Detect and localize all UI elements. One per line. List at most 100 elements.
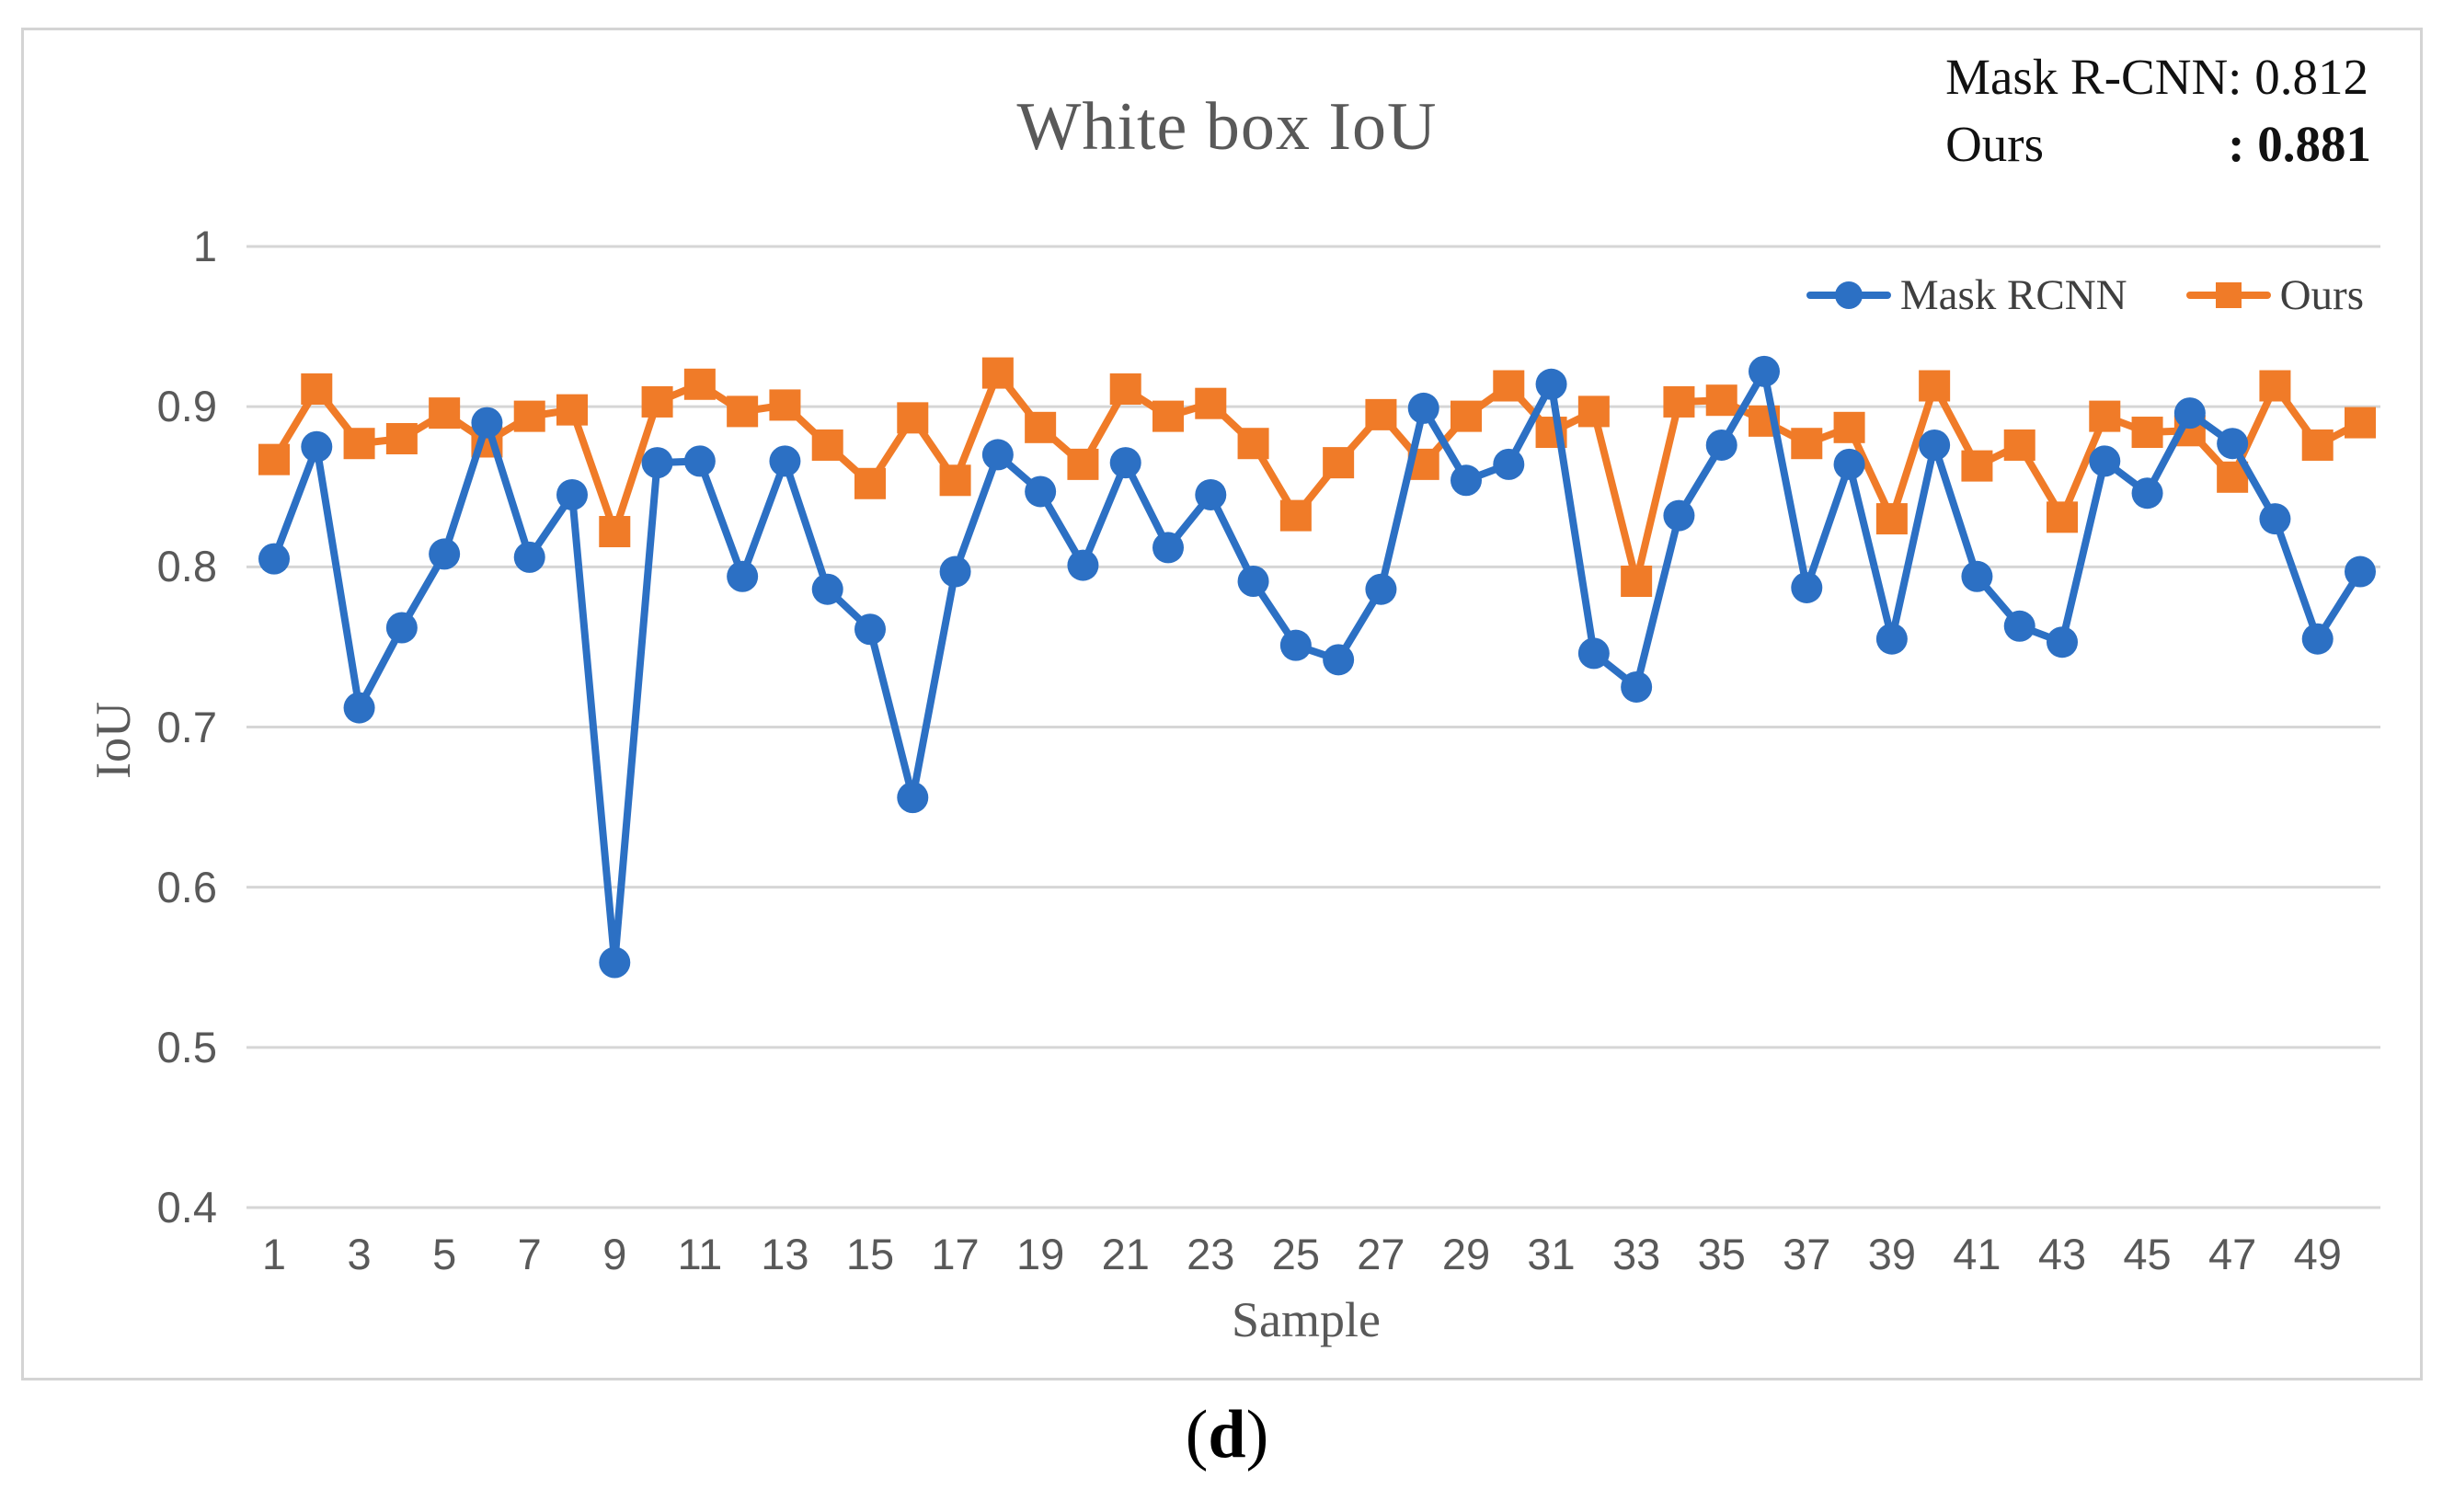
data-point-marker (1237, 566, 1269, 598)
x-tick-label: 5 (432, 1230, 457, 1278)
data-point-marker (1067, 448, 1099, 480)
x-tick-label: 17 (931, 1230, 980, 1278)
data-point-marker (1067, 549, 1099, 581)
annotation-label-ours: Ours (1945, 116, 2045, 172)
legend-label-mask-rcnn: Mask RCNN (1899, 271, 2127, 319)
data-point-marker (727, 395, 759, 428)
data-point-marker (1663, 385, 1695, 418)
ours-line-square-marker-icon (2185, 277, 2271, 314)
y-tick-label: 0.5 (156, 1022, 217, 1071)
x-axis-title: Sample (1232, 1292, 1381, 1347)
data-point-marker (2259, 503, 2291, 535)
data-point-marker (1407, 392, 1439, 424)
data-point-marker (1535, 368, 1567, 400)
x-tick-label: 21 (1101, 1230, 1150, 1278)
x-tick-label: 11 (677, 1230, 723, 1278)
legend-item-mask-rcnn: Mask RCNN (1806, 270, 2127, 320)
x-tick-label: 7 (517, 1230, 542, 1278)
y-tick-label: 0.6 (156, 862, 217, 911)
x-tick-label: 35 (1697, 1230, 1746, 1278)
x-tick-label: 47 (2208, 1230, 2257, 1278)
data-point-marker (258, 443, 290, 475)
x-tick-label: 23 (1187, 1230, 1235, 1278)
x-tick-label: 41 (1953, 1230, 2001, 1278)
data-point-marker (1833, 448, 1865, 480)
caption-letter: d (1208, 1397, 1246, 1472)
chart-frame (21, 28, 2423, 1380)
data-point-marker (1279, 629, 1312, 661)
data-point-marker (1493, 448, 1525, 480)
data-point-marker (2301, 623, 2334, 655)
data-point-marker (854, 467, 886, 499)
data-point-marker (897, 782, 929, 814)
x-tick-label: 43 (2037, 1230, 2087, 1278)
data-point-marker (1577, 637, 1610, 670)
data-point-marker (1621, 670, 1653, 703)
legend: Mask RCNN Ours (1806, 270, 2364, 320)
data-point-marker (1323, 644, 1355, 676)
data-point-marker (683, 445, 716, 477)
data-point-marker (385, 423, 418, 454)
data-point-marker (2003, 429, 2035, 461)
data-point-marker (981, 439, 1014, 471)
data-point-marker (2089, 445, 2121, 477)
x-tick-label: 19 (1016, 1230, 1065, 1278)
data-point-marker (513, 541, 545, 573)
data-point-marker (2047, 501, 2078, 533)
data-point-marker (513, 400, 545, 432)
y-tick-label: 0.8 (156, 542, 217, 591)
data-point-marker (683, 368, 716, 400)
chart-title: White box IoU (1016, 89, 1438, 165)
x-tick-label: 33 (1612, 1230, 1661, 1278)
data-point-marker (1365, 398, 1397, 430)
data-point-marker (1025, 475, 1057, 508)
legend-item-ours: Ours (2185, 270, 2364, 320)
data-point-marker (727, 560, 759, 592)
data-point-marker (1705, 384, 1737, 417)
data-point-marker (811, 429, 843, 461)
data-point-marker (1749, 355, 1780, 387)
x-tick-label: 3 (347, 1230, 372, 1278)
x-tick-label: 29 (1441, 1230, 1491, 1278)
data-point-marker (343, 692, 375, 724)
x-tick-label: 13 (761, 1230, 809, 1278)
data-point-marker (2259, 370, 2291, 402)
data-point-marker (556, 478, 588, 510)
data-point-marker (1961, 450, 1993, 482)
annotation-value-mask-rcnn: : 0.812 (2228, 49, 2368, 105)
x-tick-label: 1 (261, 1230, 287, 1278)
data-point-marker (854, 613, 886, 646)
data-point-marker (1919, 429, 1951, 461)
data-point-marker (301, 430, 333, 463)
data-point-marker (981, 357, 1014, 389)
x-tick-label: 31 (1527, 1230, 1576, 1278)
data-point-marker (471, 407, 503, 439)
data-point-marker (769, 445, 801, 477)
data-point-marker (1451, 464, 1482, 497)
y-tick-label: 1 (192, 222, 217, 270)
data-point-marker (2301, 429, 2334, 461)
data-point-marker (1791, 571, 1823, 603)
x-tick-label: 15 (845, 1230, 895, 1278)
data-point-marker (1195, 478, 1227, 510)
x-tick-label: 39 (1867, 1230, 1916, 1278)
data-point-marker (2047, 626, 2078, 659)
data-point-marker (429, 397, 461, 430)
data-point-marker (343, 428, 375, 460)
mask-rcnn-line-circle-marker-icon (1806, 277, 1891, 314)
data-point-marker (1875, 503, 1908, 535)
data-point-marker (429, 538, 461, 570)
data-point-marker (1621, 566, 1653, 598)
data-point-marker (2003, 610, 2035, 642)
subfigure-caption: (d) (1185, 1397, 1269, 1472)
data-point-marker (769, 389, 801, 421)
data-point-marker (1279, 499, 1312, 532)
data-point-marker (1152, 400, 1184, 432)
data-point-marker (641, 385, 673, 418)
data-point-marker (1109, 447, 1141, 479)
data-point-marker (939, 556, 971, 588)
data-point-marker (1025, 411, 1057, 443)
data-point-marker (1493, 370, 1525, 402)
